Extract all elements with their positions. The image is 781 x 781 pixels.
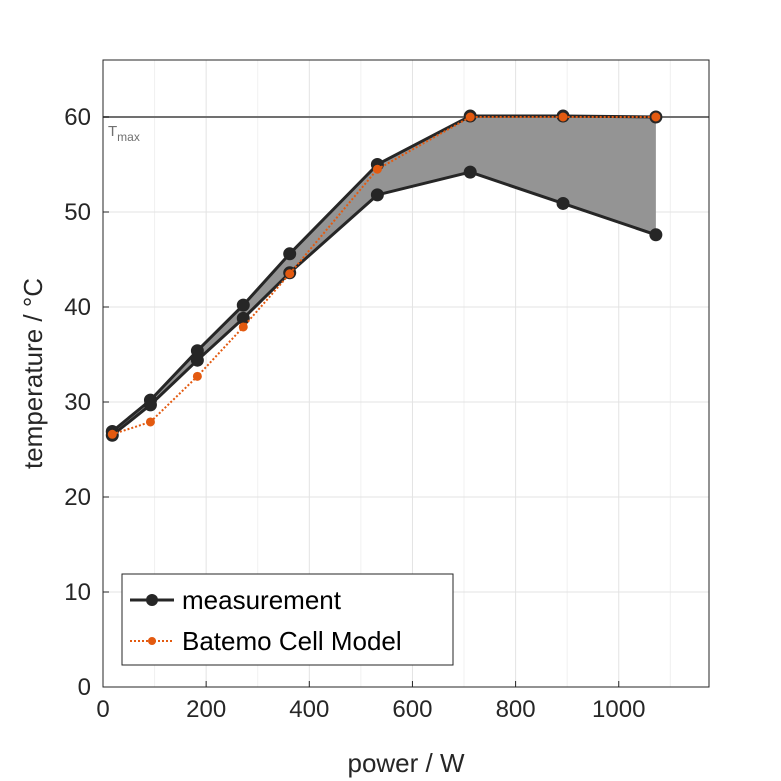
x-tick-label: 1000 — [592, 696, 645, 723]
x-tick-label: 0 — [96, 696, 109, 723]
legend-swatch-marker — [148, 637, 156, 645]
data-point — [236, 298, 250, 312]
y-tick-label: 50 — [64, 199, 91, 226]
y-tick-label: 60 — [64, 104, 91, 131]
data-point — [649, 228, 663, 242]
temperature-band — [112, 116, 656, 436]
x-axis-label: power / W — [347, 748, 464, 778]
data-point — [465, 112, 475, 122]
y-tick-label: 20 — [64, 484, 91, 511]
data-point — [372, 164, 382, 174]
data-point — [285, 269, 295, 279]
series-line — [111, 116, 656, 436]
x-tick-label: 600 — [392, 696, 432, 723]
x-tick-label: 800 — [496, 696, 536, 723]
legend-swatch-marker — [146, 594, 158, 606]
data-point — [143, 398, 157, 412]
legend-box — [121, 573, 454, 666]
x-tick-label: 400 — [289, 696, 329, 723]
data-point — [190, 353, 204, 367]
data-point — [107, 429, 117, 439]
y-tick-label: 10 — [64, 579, 91, 606]
data-point — [556, 196, 570, 210]
data-point — [651, 112, 661, 122]
legend-entry: Batemo Cell Model — [130, 626, 402, 656]
series-1 — [105, 165, 663, 442]
y-tick-label: 0 — [78, 674, 91, 701]
data-point — [558, 112, 568, 122]
plot-frame — [102, 59, 710, 688]
legend-label: Batemo Cell Model — [182, 626, 402, 656]
y-tick-label: 40 — [64, 294, 91, 321]
axis-ticks: 0 200 400 600 800 1000 0 10 20 30 40 50 60 — [64, 104, 645, 723]
y-axis-label: temperature / °C — [18, 278, 48, 469]
y-tick-label: 30 — [64, 389, 91, 416]
data-point — [192, 371, 202, 381]
legend: measurement Batemo Cell Model — [121, 573, 454, 666]
legend-entry: measurement — [130, 585, 342, 615]
data-point — [463, 165, 477, 179]
data-point — [370, 188, 384, 202]
data-point — [145, 417, 155, 427]
band — [112, 116, 656, 436]
data-point — [238, 322, 248, 332]
tmax-label: Tmax — [108, 123, 140, 144]
series-group — [105, 109, 663, 442]
data-point — [283, 247, 297, 261]
x-tick-label: 200 — [186, 696, 226, 723]
series-2 — [107, 112, 661, 439]
legend-label: measurement — [182, 585, 342, 615]
